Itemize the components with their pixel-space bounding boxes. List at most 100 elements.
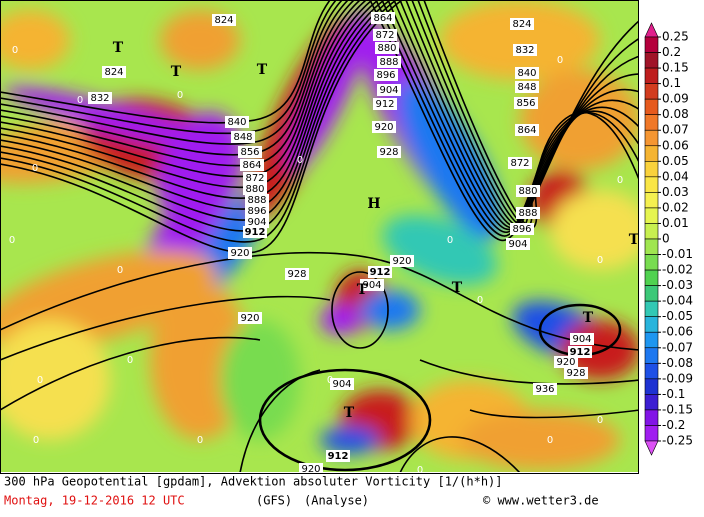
colorbar-segment	[644, 114, 659, 131]
contour-label: 904	[362, 280, 381, 291]
colorbar-segment	[644, 285, 659, 302]
contour-label: 912	[245, 227, 266, 238]
contour-label: 880	[245, 184, 264, 195]
pressure-center: T	[629, 232, 640, 248]
vorticity-label: 0	[597, 415, 603, 426]
vorticity-label: 0	[77, 95, 83, 106]
contour-line	[258, 368, 432, 472]
colorbar-segment	[644, 98, 659, 115]
vorticity-label: 0	[33, 435, 39, 446]
vorticity-label: 0	[9, 235, 15, 246]
contour-line	[375, 1, 638, 237]
vorticity-label: 0	[37, 375, 43, 386]
run: (Analyse)	[304, 494, 369, 508]
contour-label-bg	[243, 226, 267, 238]
vorticity-blob	[1, 10, 70, 70]
contour-label-bg	[377, 146, 401, 158]
vorticity-label: 0	[12, 45, 18, 56]
colorbar-segment	[644, 254, 659, 271]
contour-label-bg	[377, 56, 401, 68]
colorbar-segment	[644, 176, 659, 193]
contour-line	[469, 409, 638, 419]
contour-label-bg	[245, 216, 269, 228]
contour-label-bg	[510, 18, 534, 30]
contour-label-bg	[516, 207, 540, 219]
contour-label-bg	[368, 266, 392, 278]
contour-label-bg	[506, 238, 530, 250]
contour-label-bg	[299, 463, 323, 472]
contour-label: 920	[556, 357, 575, 368]
contour-label-bg	[515, 124, 539, 136]
colorbar-label: -0.1	[662, 387, 685, 401]
date-line: Montag, 19-12-2016 12 UTC	[4, 494, 185, 508]
contour-label-bg	[245, 194, 269, 206]
colorbar-segment	[644, 52, 659, 69]
colorbar-segment	[644, 83, 659, 100]
contour-label-bg	[564, 367, 588, 379]
contour-label: 888	[247, 195, 266, 206]
contour-label-bg	[510, 223, 534, 235]
contour-label-bg	[245, 205, 269, 217]
contour-label: 912	[570, 347, 591, 358]
contour-label-bg	[568, 346, 592, 358]
contour-label: 904	[572, 334, 591, 345]
vorticity-label: 0	[597, 255, 603, 266]
contour-label: 872	[245, 173, 264, 184]
contour-line	[1, 1, 403, 254]
colorbar-label: 0.01	[662, 216, 689, 230]
contour-label: 904	[379, 85, 398, 96]
vorticity-blob	[320, 305, 360, 335]
colorbar-segment	[644, 425, 659, 442]
contour-label: 824	[104, 67, 123, 78]
contour-label-bg	[515, 81, 539, 93]
colorbar-segment	[644, 67, 659, 84]
colorbar-segment	[644, 409, 659, 426]
colorbar-arrow	[644, 22, 659, 38]
colorbar-label: -0.04	[662, 294, 693, 308]
contour-label: 856	[516, 98, 535, 109]
contour-label: 880	[377, 43, 396, 54]
colorbar-label: -0.09	[662, 371, 693, 385]
pressure-center: T	[171, 64, 182, 80]
contour-line	[1, 1, 397, 243]
colorbar-segment	[644, 363, 659, 380]
contour-label: 912	[328, 451, 349, 462]
colorbar-segment	[644, 300, 659, 317]
contour-label-bg	[371, 12, 395, 24]
contour-label-bg	[88, 92, 112, 104]
map-title: 300 hPa Geopotential [gpdam], Advektion …	[4, 475, 503, 489]
vorticity-label: 0	[297, 155, 303, 166]
colorbar-segment	[644, 223, 659, 240]
contour-line	[1, 251, 638, 351]
vorticity-label: 0	[117, 265, 123, 276]
contour-label-bg	[238, 312, 262, 324]
contour-line	[1, 295, 331, 361]
contour-label: 824	[512, 19, 531, 30]
contour-label: 840	[227, 117, 246, 128]
contour-label: 920	[374, 122, 393, 133]
contour-label-bg	[102, 66, 126, 78]
colorbar-segment	[644, 161, 659, 178]
contour-label: 896	[376, 70, 395, 81]
contour-label-bg	[513, 44, 537, 56]
colorbar-segment	[644, 378, 659, 395]
pressure-center: T	[113, 40, 124, 56]
contour-label-bg	[225, 116, 249, 128]
contour-label: 864	[373, 13, 392, 24]
contour-label-bg	[360, 279, 384, 291]
contour-line	[1, 336, 261, 411]
contour-label: 832	[90, 93, 109, 104]
contour-label-bg	[330, 378, 354, 390]
colorbar: 0.250.2 0.150.1 0.090.08 0.070.06 0.050.04 0.…	[644, 22, 693, 456]
contour-label-bg	[374, 69, 398, 81]
colorbar-segment	[644, 394, 659, 411]
vorticity-label: 0	[197, 435, 203, 446]
colorbar-segment	[644, 192, 659, 209]
colorbar-label: -0.25	[662, 434, 693, 448]
contour-label: 912	[370, 267, 391, 278]
vorticity-blob	[320, 426, 380, 454]
vorticity-label: 0	[477, 295, 483, 306]
colorbar-label: 0.07	[662, 123, 689, 137]
vorticity-label: 0	[127, 355, 133, 366]
pressure-center: T	[257, 62, 268, 78]
